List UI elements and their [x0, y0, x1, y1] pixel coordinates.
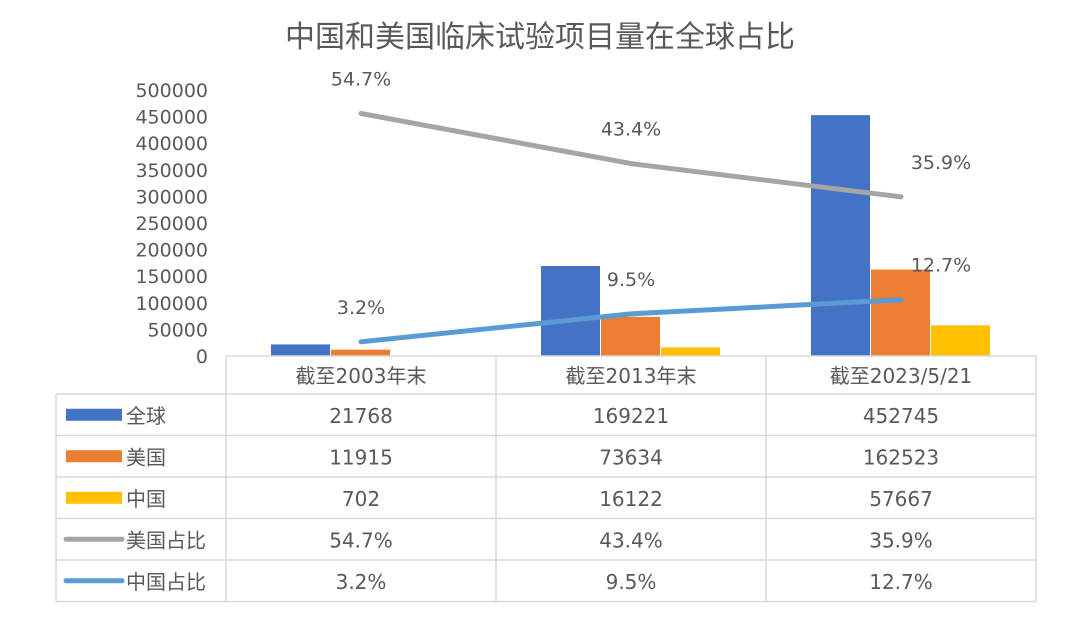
bar-marks: [271, 115, 990, 357]
table-cell: 35.9%: [869, 528, 933, 552]
table-cell: 162523: [863, 445, 939, 469]
line-data-labels: 54.7% 43.4% 35.9% 3.2% 9.5% 12.7%: [331, 68, 971, 318]
bar-中国-2: [931, 325, 990, 356]
line-label-美国占比-1: 43.4%: [601, 119, 661, 141]
legend-label: 中国占比: [126, 570, 206, 594]
bar-美国-0: [331, 349, 390, 356]
y-tick-label: 300000: [135, 186, 208, 208]
y-tick-label: 450000: [135, 107, 208, 129]
line-label-中国占比-1: 9.5%: [607, 269, 655, 291]
category-label: 截至2023/5/21: [830, 364, 973, 388]
category-label: 截至2013年末: [566, 364, 697, 388]
table-cell: 9.5%: [606, 570, 657, 594]
table-cell: 12.7%: [869, 570, 933, 594]
table-cell: 3.2%: [336, 570, 387, 594]
table-cell: 73634: [599, 445, 663, 469]
table-cell: 54.7%: [329, 528, 393, 552]
y-tick-label: 350000: [135, 160, 208, 182]
bar-中国-1: [661, 347, 720, 356]
y-tick-label: 100000: [135, 293, 208, 315]
line-label-美国占比-0: 54.7%: [331, 68, 391, 90]
legend-key-中国: [66, 491, 122, 504]
category-label: 截至2003年末: [296, 364, 427, 388]
table-cell: 16122: [599, 487, 663, 511]
table-cell: 169221: [593, 404, 669, 428]
line-marks: [358, 110, 904, 345]
y-tick-label: 250000: [135, 213, 208, 235]
legend-key-美国: [66, 450, 122, 463]
y-tick-label: 0: [196, 346, 208, 368]
data-table: 截至2003年末 截至2013年末 截至2023/5/21 全球 21768 169221…: [55, 355, 1037, 603]
y-axis: 0 50000 100000 150000 200000 250000 300000 3500…: [135, 80, 208, 368]
line-中国占比: [358, 297, 904, 345]
table-cell: 452745: [863, 404, 939, 428]
y-tick-label: 400000: [135, 133, 208, 155]
line-label-美国占比-2: 35.9%: [911, 152, 971, 174]
table-cell: 702: [342, 487, 380, 511]
y-tick-label: 200000: [135, 240, 208, 262]
legend-label: 美国: [126, 445, 166, 469]
legend-label: 全球: [126, 404, 166, 428]
table-cell: 57667: [869, 487, 933, 511]
legend-key-全球: [66, 408, 122, 421]
bar-全球-1: [541, 265, 600, 356]
line-美国占比: [358, 110, 904, 200]
table-cell: 21768: [329, 404, 393, 428]
bar-全球-2: [811, 115, 870, 356]
legend-label: 美国占比: [126, 528, 206, 552]
bar-美国-1: [601, 316, 660, 356]
bar-美国-2: [871, 269, 930, 356]
line-label-中国占比-2: 12.7%: [911, 255, 971, 277]
table-cell: 43.4%: [599, 528, 663, 552]
y-tick-label: 150000: [135, 266, 208, 288]
chart-title: 中国和美国临床试验项目量在全球占比: [285, 20, 795, 55]
y-tick-label: 50000: [148, 319, 208, 341]
table-cell: 11915: [329, 445, 393, 469]
legend-label: 中国: [126, 487, 166, 511]
y-tick-label: 500000: [135, 80, 208, 102]
line-label-中国占比-0: 3.2%: [337, 297, 385, 319]
bar-全球-0: [271, 344, 330, 356]
